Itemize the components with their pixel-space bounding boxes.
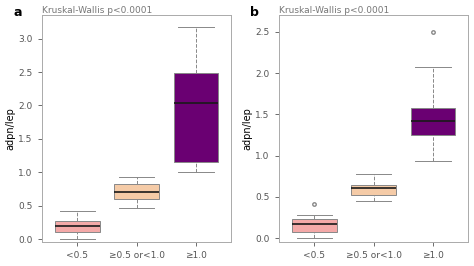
Bar (292, 219, 337, 232)
Text: Kruskal-Wallis p<0.0001: Kruskal-Wallis p<0.0001 (42, 6, 152, 15)
Bar (114, 184, 159, 199)
Y-axis label: adpn/lep: adpn/lep (6, 107, 16, 150)
Bar (351, 185, 396, 195)
Text: Kruskal-Wallis p<0.0001: Kruskal-Wallis p<0.0001 (279, 6, 389, 15)
Y-axis label: adpn/lep: adpn/lep (243, 107, 253, 150)
Text: a: a (13, 6, 22, 19)
Text: b: b (250, 6, 259, 19)
Bar (55, 221, 100, 232)
Bar (410, 108, 455, 135)
Bar (173, 73, 218, 162)
